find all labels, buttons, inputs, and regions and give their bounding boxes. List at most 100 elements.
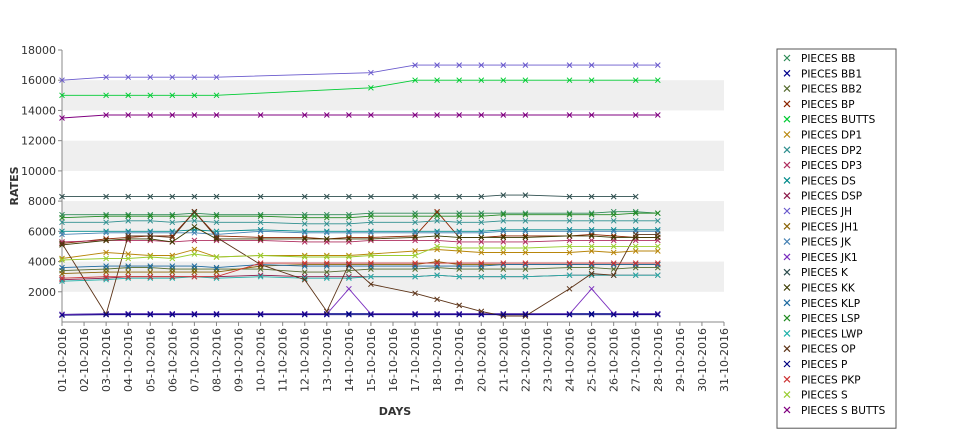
data-point <box>59 275 65 282</box>
data-point <box>478 249 485 256</box>
axes: 2000 4000 6000 8000 10000 12000 14000 16000 1800… <box>21 44 731 392</box>
data-point <box>301 214 308 221</box>
legend-item: PIECES KLP <box>783 298 860 310</box>
data-point <box>346 260 352 266</box>
data-point <box>191 246 198 253</box>
x-tick-label: 18-10-2016 <box>431 328 444 392</box>
data-point <box>610 211 617 218</box>
data-point <box>456 213 463 220</box>
data-point <box>257 252 264 259</box>
y-tick-label: 14000 <box>21 104 56 117</box>
data-point <box>434 217 440 224</box>
legend-label: PIECES JH <box>801 206 852 218</box>
legend-label: PIECES JK1 <box>801 252 858 264</box>
data-point <box>169 193 176 200</box>
data-point <box>456 311 463 318</box>
data-point <box>147 269 154 275</box>
data-point <box>323 311 330 318</box>
data-point <box>125 92 132 99</box>
data-point <box>434 243 440 250</box>
legend-label: PIECES DS <box>801 175 856 187</box>
legend-item: PIECES LSP <box>783 313 860 325</box>
data-point <box>654 311 661 318</box>
data-point <box>323 229 330 236</box>
data-point <box>478 239 485 245</box>
data-point <box>191 193 198 200</box>
data-point <box>368 236 374 242</box>
data-point <box>456 260 463 266</box>
x-tick-label: 22-10-2016 <box>519 328 532 392</box>
x-tick-label: 05-10-2016 <box>144 328 157 392</box>
data-point <box>125 263 132 269</box>
data-point <box>478 273 485 280</box>
series-lines <box>59 62 661 319</box>
data-point <box>59 264 65 271</box>
data-point <box>346 275 352 282</box>
data-point <box>169 213 176 220</box>
data-point <box>147 263 154 269</box>
data-point <box>566 62 573 68</box>
data-point <box>213 269 220 275</box>
data-point <box>103 273 109 280</box>
legend-marker <box>783 161 791 169</box>
x-tick-label: 17-10-2016 <box>409 328 422 392</box>
data-point <box>301 254 308 260</box>
y-tick-label: 12000 <box>21 135 56 148</box>
legend-marker <box>783 284 791 291</box>
data-point <box>191 263 198 269</box>
data-point <box>323 236 330 242</box>
data-point <box>59 214 65 221</box>
data-point <box>257 193 264 200</box>
data-point <box>632 311 639 318</box>
data-point <box>588 62 595 68</box>
legend-label: PIECES OP <box>801 344 856 356</box>
data-point <box>566 311 573 318</box>
data-point <box>654 112 661 118</box>
x-tick-label: 11-10-2016 <box>277 328 290 392</box>
data-point <box>456 219 463 226</box>
data-point <box>654 217 661 224</box>
legend-item: PIECES DSP <box>783 191 862 203</box>
data-point <box>412 112 418 118</box>
data-point <box>478 260 485 266</box>
data-point <box>103 249 109 256</box>
data-point <box>588 285 595 292</box>
data-point <box>103 112 109 118</box>
data-point <box>103 255 109 262</box>
data-point <box>522 239 529 245</box>
data-point <box>59 193 65 200</box>
data-point <box>478 62 485 68</box>
data-point <box>456 229 463 236</box>
data-point <box>566 272 573 279</box>
legend-item: PIECES BB <box>783 53 855 65</box>
data-point <box>125 273 132 280</box>
data-point <box>169 273 176 280</box>
data-point <box>169 239 176 245</box>
legend-label: PIECES LSP <box>801 313 860 325</box>
data-point <box>59 115 65 121</box>
x-tick-label: 26-10-2016 <box>608 328 621 392</box>
series-pieces-jk <box>59 228 661 238</box>
data-point <box>59 257 65 263</box>
x-tick-label: 04-10-2016 <box>122 328 135 392</box>
data-point <box>522 217 529 224</box>
data-point <box>59 312 65 319</box>
data-point <box>147 74 154 81</box>
data-point <box>522 234 529 241</box>
data-point <box>169 112 176 118</box>
data-point <box>213 219 220 226</box>
legend-label: PIECES LWP <box>801 328 863 340</box>
legend-label: PIECES DSP <box>801 191 862 203</box>
data-point <box>103 237 109 244</box>
data-point <box>346 311 352 318</box>
data-point <box>434 311 440 318</box>
data-point <box>456 273 463 280</box>
data-point <box>412 234 418 241</box>
data-point <box>191 208 198 215</box>
data-point <box>213 193 220 200</box>
data-point <box>59 240 65 247</box>
legend-item: PIECES JK <box>783 237 852 249</box>
data-point <box>346 285 352 292</box>
data-point <box>610 266 617 272</box>
